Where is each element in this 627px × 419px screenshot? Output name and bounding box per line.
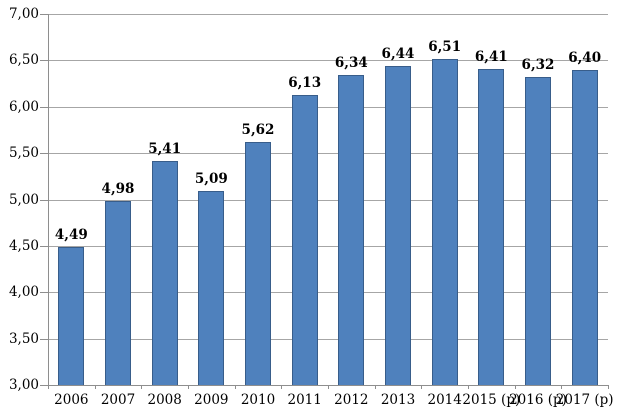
x-axis-tick [514,385,516,389]
bar-value-label: 6,34 [334,55,368,72]
x-axis-label: 2011 [287,392,322,408]
bar [291,94,318,385]
y-axis-label: 3,00 [8,377,39,393]
x-axis-tick [328,385,329,389]
bar [58,246,85,385]
y-axis-tick [40,338,48,340]
bar [245,141,271,385]
bar [571,69,598,385]
bar [525,77,551,385]
y-axis-line [48,14,49,385]
bar-value-label: 6,44 [381,45,415,62]
y-axis-label: 3,50 [8,330,39,347]
bar-value-label: 6,51 [428,39,462,56]
x-axis-label: 2014 [427,392,462,408]
y-axis-tick [40,292,48,294]
y-axis-label: 7,00 [8,6,39,22]
x-axis-label: 2017 (p) [555,392,614,408]
x-axis-tick [561,385,563,389]
bar-value-label: 6,32 [521,57,555,74]
x-axis-tick [608,385,609,389]
x-axis-label: 2007 [100,392,136,408]
x-axis-label: 2012 [334,392,369,408]
y-axis-label: 4,00 [8,284,39,301]
bar-value-label: 6,40 [568,49,602,66]
x-axis-label: 2015 (p) [462,392,521,408]
x-axis-label: 2006 [54,392,89,408]
y-axis-label: 5,00 [8,191,39,208]
x-axis-label: 2009 [194,392,229,408]
plot-area [48,14,608,385]
bar [385,65,411,385]
y-axis-label: 6,50 [8,52,39,69]
bar-value-label: 5,62 [241,121,275,138]
gridline [48,106,608,108]
bar-value-label: 4,49 [54,226,88,243]
x-axis-tick [421,385,423,389]
x-axis-label: 2010 [240,392,276,408]
bar [478,68,505,385]
y-axis-tick [40,245,48,247]
x-axis-label: 2016 (p) [509,392,567,408]
bar-value-label: 4,98 [101,181,135,198]
bar [338,75,365,385]
y-axis-label: 4,50 [8,237,39,254]
gridline [48,245,608,247]
gridline [48,199,608,201]
gridline [48,60,608,62]
x-axis-tick [281,385,283,389]
y-axis-tick [40,385,48,386]
y-axis-tick [40,60,48,62]
x-axis-tick [234,385,236,389]
gridline [48,338,608,340]
gridline [48,14,608,15]
x-axis-label: 2008 [147,392,182,408]
bar [198,191,225,385]
gridline [48,153,608,155]
x-axis-tick [141,385,143,389]
gridline [48,292,608,294]
bar-value-label: 6,41 [474,48,508,65]
bar-value-label: 5,09 [194,171,228,188]
x-axis-tick [374,385,376,389]
bar-value-label: 6,13 [288,74,322,91]
x-axis-label: 2013 [380,392,416,408]
y-axis-label: 5,50 [8,145,39,162]
x-axis-tick [94,385,96,389]
bar-value-label: 5,41 [148,141,182,158]
y-axis-tick [40,199,48,201]
y-axis-tick [40,106,48,108]
x-axis-tick [468,385,469,389]
x-axis-tick [188,385,189,389]
bar [151,161,178,385]
y-axis-label: 6,00 [8,98,39,115]
bar [431,59,458,385]
bar [105,201,131,385]
x-axis-tick [48,385,49,389]
y-axis-tick [40,153,48,155]
y-axis-tick [40,14,48,15]
